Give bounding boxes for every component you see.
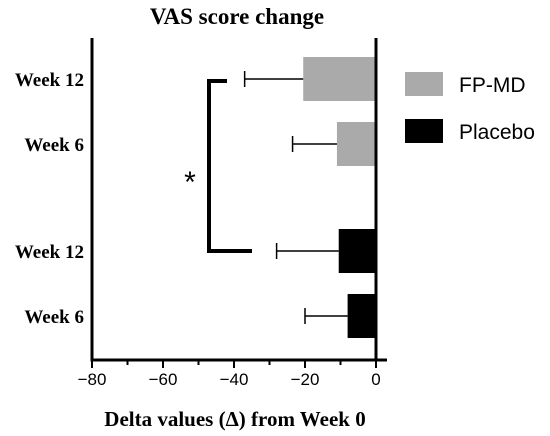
category-label: Week 6	[24, 307, 84, 328]
x-tick-label: −40	[220, 370, 249, 389]
chart-title: VAS score change	[150, 4, 324, 29]
x-axis-label: Delta values (Δ) from Week 0	[104, 407, 365, 431]
bar-fp-md-week-6	[336, 122, 376, 166]
legend-label: FP-MD	[459, 74, 526, 97]
bracket-line	[207, 79, 252, 253]
bar-placebo-week-12	[338, 229, 376, 273]
category-labels: Week 12 Week 6 Week 12 Week 6	[15, 70, 84, 328]
bars-layer	[243, 57, 376, 338]
significance-star: *	[184, 166, 196, 199]
legend-label: Placebo	[459, 121, 535, 144]
legend-swatch-fp-md	[405, 72, 443, 96]
legend: FP-MD Placebo	[405, 72, 535, 144]
x-tick-label: 0	[371, 370, 380, 389]
category-label: Week 12	[15, 242, 84, 263]
category-label: Week 6	[24, 135, 84, 156]
bar-placebo-week-6	[347, 294, 376, 338]
x-tick-label: −20	[291, 370, 320, 389]
significance-bracket: *	[184, 79, 252, 253]
category-label: Week 12	[15, 70, 84, 91]
bar-fp-md-week-12	[303, 57, 376, 101]
legend-swatch-placebo	[405, 119, 443, 143]
axes-layer: −80 −60 −40 −20 0	[78, 38, 387, 389]
x-tick-label: −80	[78, 370, 107, 389]
x-tick-label: −60	[149, 370, 178, 389]
